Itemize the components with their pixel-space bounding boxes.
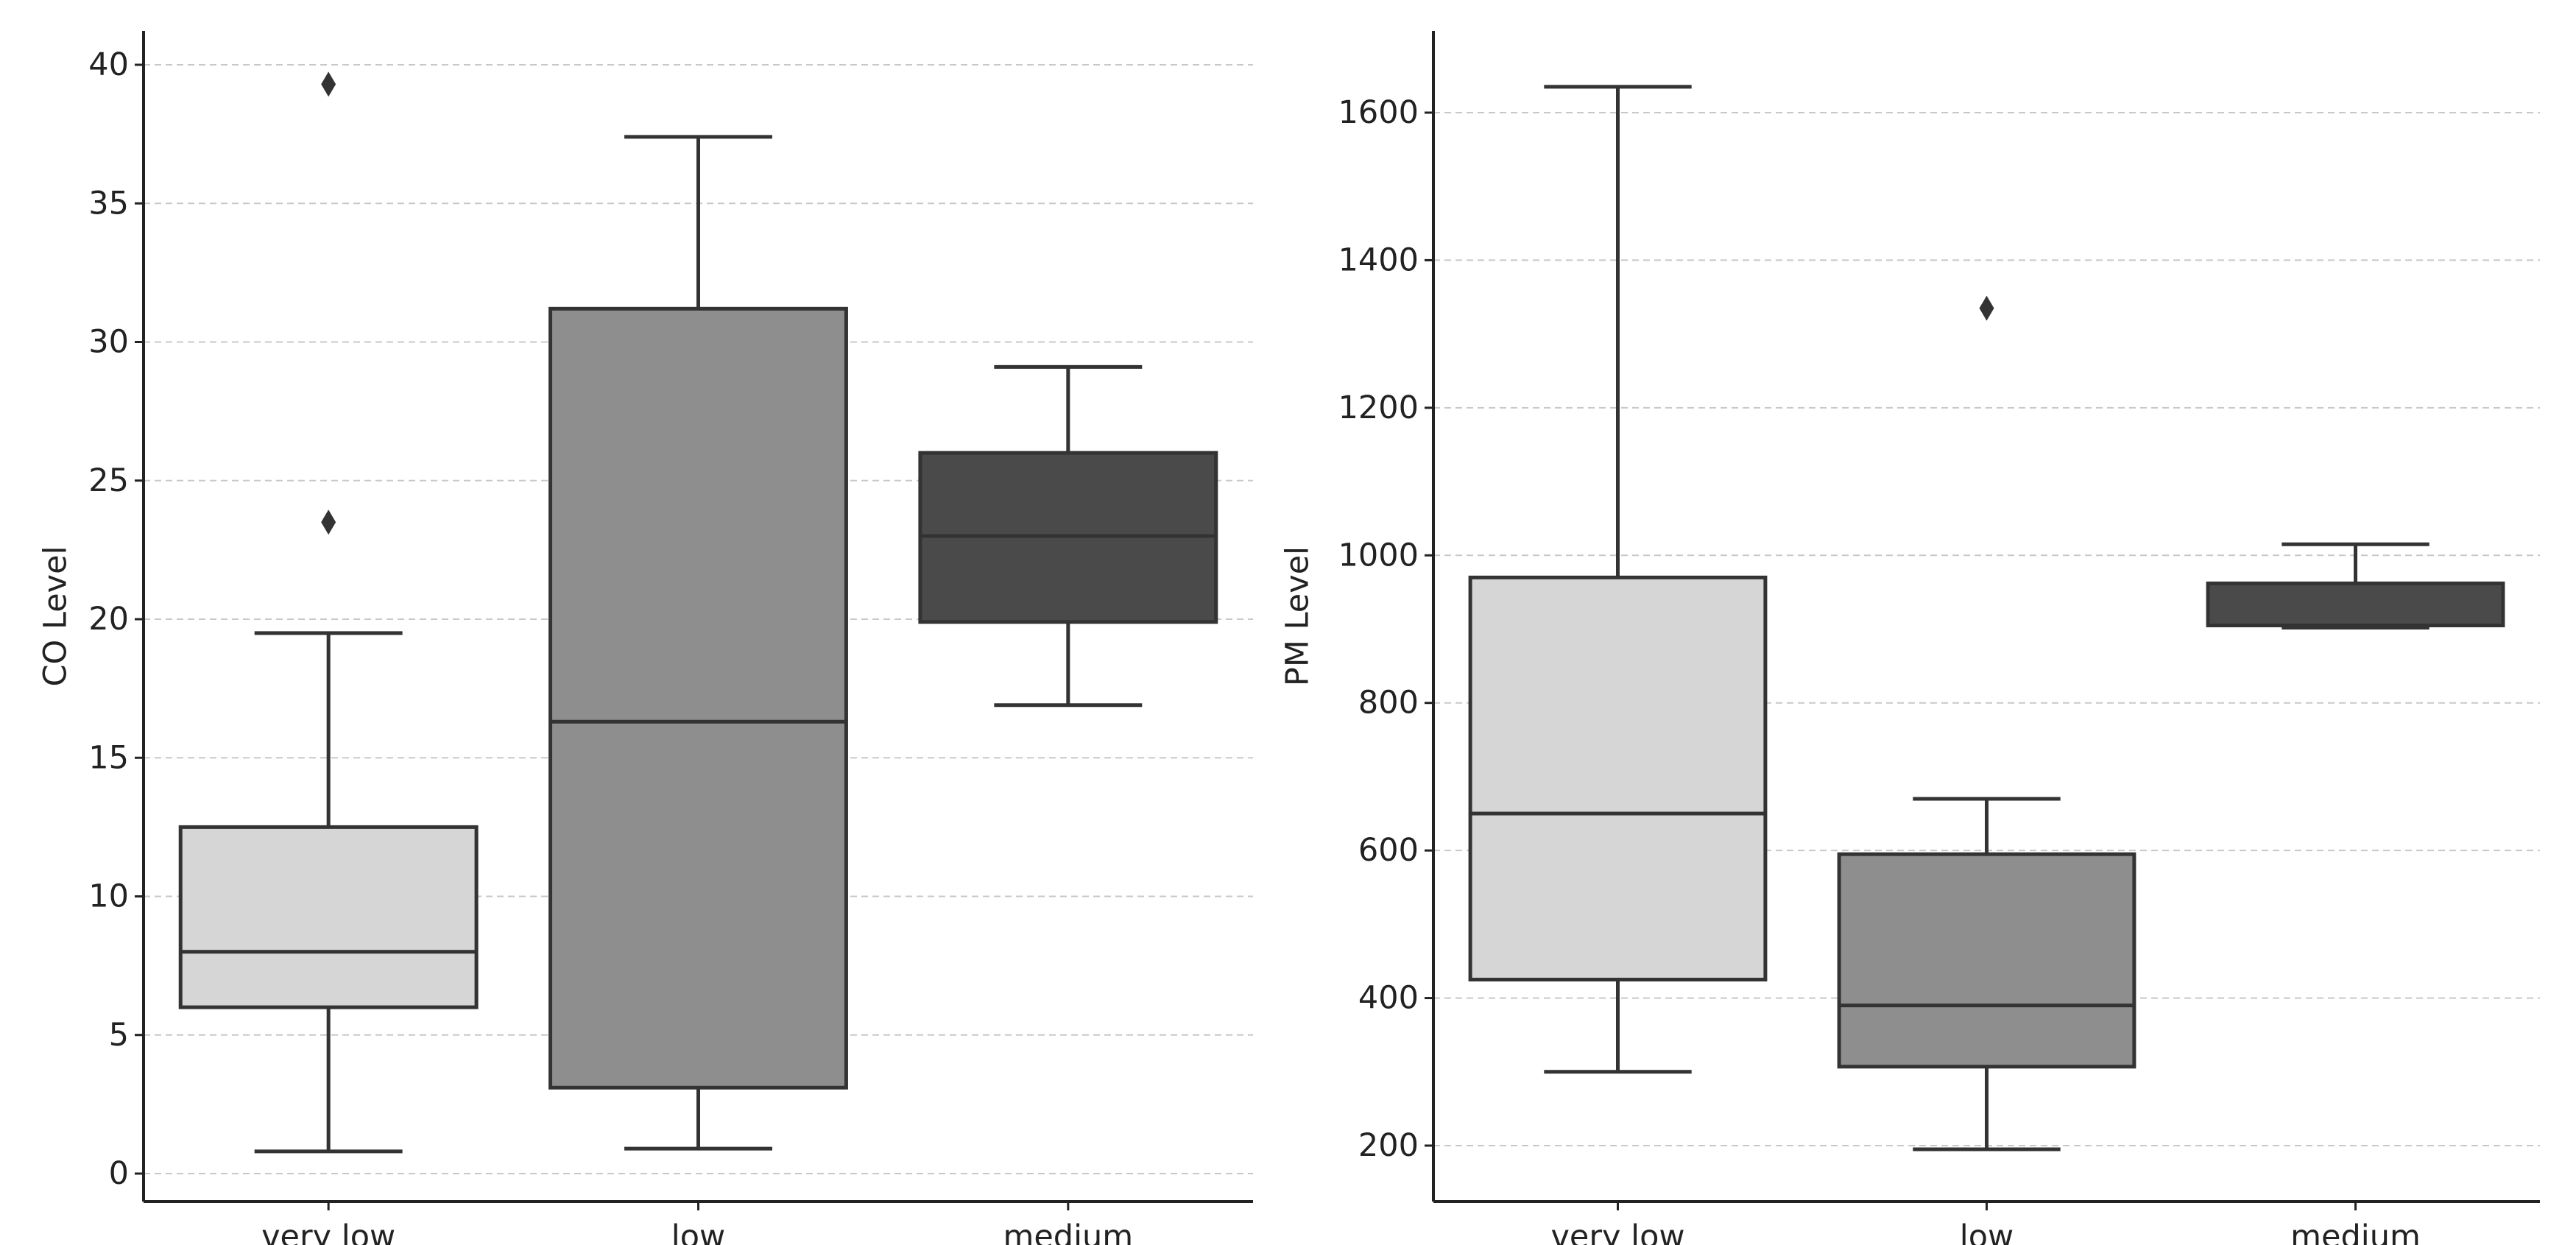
pm-ticks: 200 400 600 800 1000 1200 1400 1600 very low low m… [1338, 94, 2421, 1245]
pm-y-tick-label: 800 [1358, 685, 1419, 722]
iqr-box [1837, 852, 2136, 1069]
pm-x-tick-label: low [1960, 1218, 2014, 1245]
pm-y-tick-label: 1600 [1338, 94, 1419, 131]
iqr-box [2206, 581, 2505, 627]
pm-y-tick-label: 600 [1358, 832, 1419, 869]
co-x-tick-label: low [671, 1218, 725, 1245]
iqr-box [178, 825, 479, 1009]
co-y-tick-label: 25 [88, 462, 129, 499]
co-box-low [548, 135, 848, 1151]
co-y-tick-label: 30 [88, 324, 129, 361]
outlier-point [321, 71, 336, 97]
co-y-tick-label: 35 [88, 185, 129, 222]
iqr-box [1468, 575, 1768, 982]
co-y-tick-label: 40 [88, 46, 129, 83]
pm-box-very-low [1468, 85, 1768, 1074]
co-box-very-low [178, 71, 479, 1154]
co-x-tick-label: medium [1003, 1218, 1133, 1245]
pm-y-tick-label: 400 [1358, 980, 1419, 1017]
co-y-tick-label: 15 [88, 739, 129, 776]
pm-level-panel: 200 400 600 800 1000 1200 1400 1600 very low low m… [1280, 31, 2540, 1245]
pm-y-tick-label: 1000 [1338, 537, 1419, 574]
co-ticks: 0 5 10 15 20 25 30 35 40 very low low medium [88, 46, 1133, 1245]
co-x-tick-label: very low [261, 1218, 395, 1245]
pm-box-low [1837, 295, 2136, 1151]
pm-y-tick-label: 1400 [1338, 241, 1419, 278]
pm-x-tick-label: very low [1550, 1218, 1684, 1245]
pm-y-tick-label: 1200 [1338, 389, 1419, 426]
outlier-point [1979, 295, 1994, 321]
co-y-axis-label: CO Level [38, 546, 74, 686]
pm-x-tick-label: medium [2290, 1218, 2421, 1245]
iqr-box [548, 306, 848, 1090]
co-y-tick-label: 0 [109, 1155, 129, 1192]
co-boxes [178, 71, 1218, 1154]
co-y-tick-label: 10 [88, 878, 129, 915]
co-level-panel: 0 5 10 15 20 25 30 35 40 very low low medium CO Lev… [38, 31, 1253, 1245]
outlier-point [321, 509, 336, 535]
pm-boxes [1468, 85, 2505, 1151]
pm-box-medium [2206, 542, 2505, 629]
co-y-tick-label: 20 [88, 601, 129, 638]
co-box-medium [918, 364, 1218, 708]
pm-y-axis-label: PM Level [1280, 546, 1316, 686]
co-y-tick-label: 5 [109, 1017, 129, 1054]
pm-y-tick-label: 200 [1358, 1127, 1419, 1164]
